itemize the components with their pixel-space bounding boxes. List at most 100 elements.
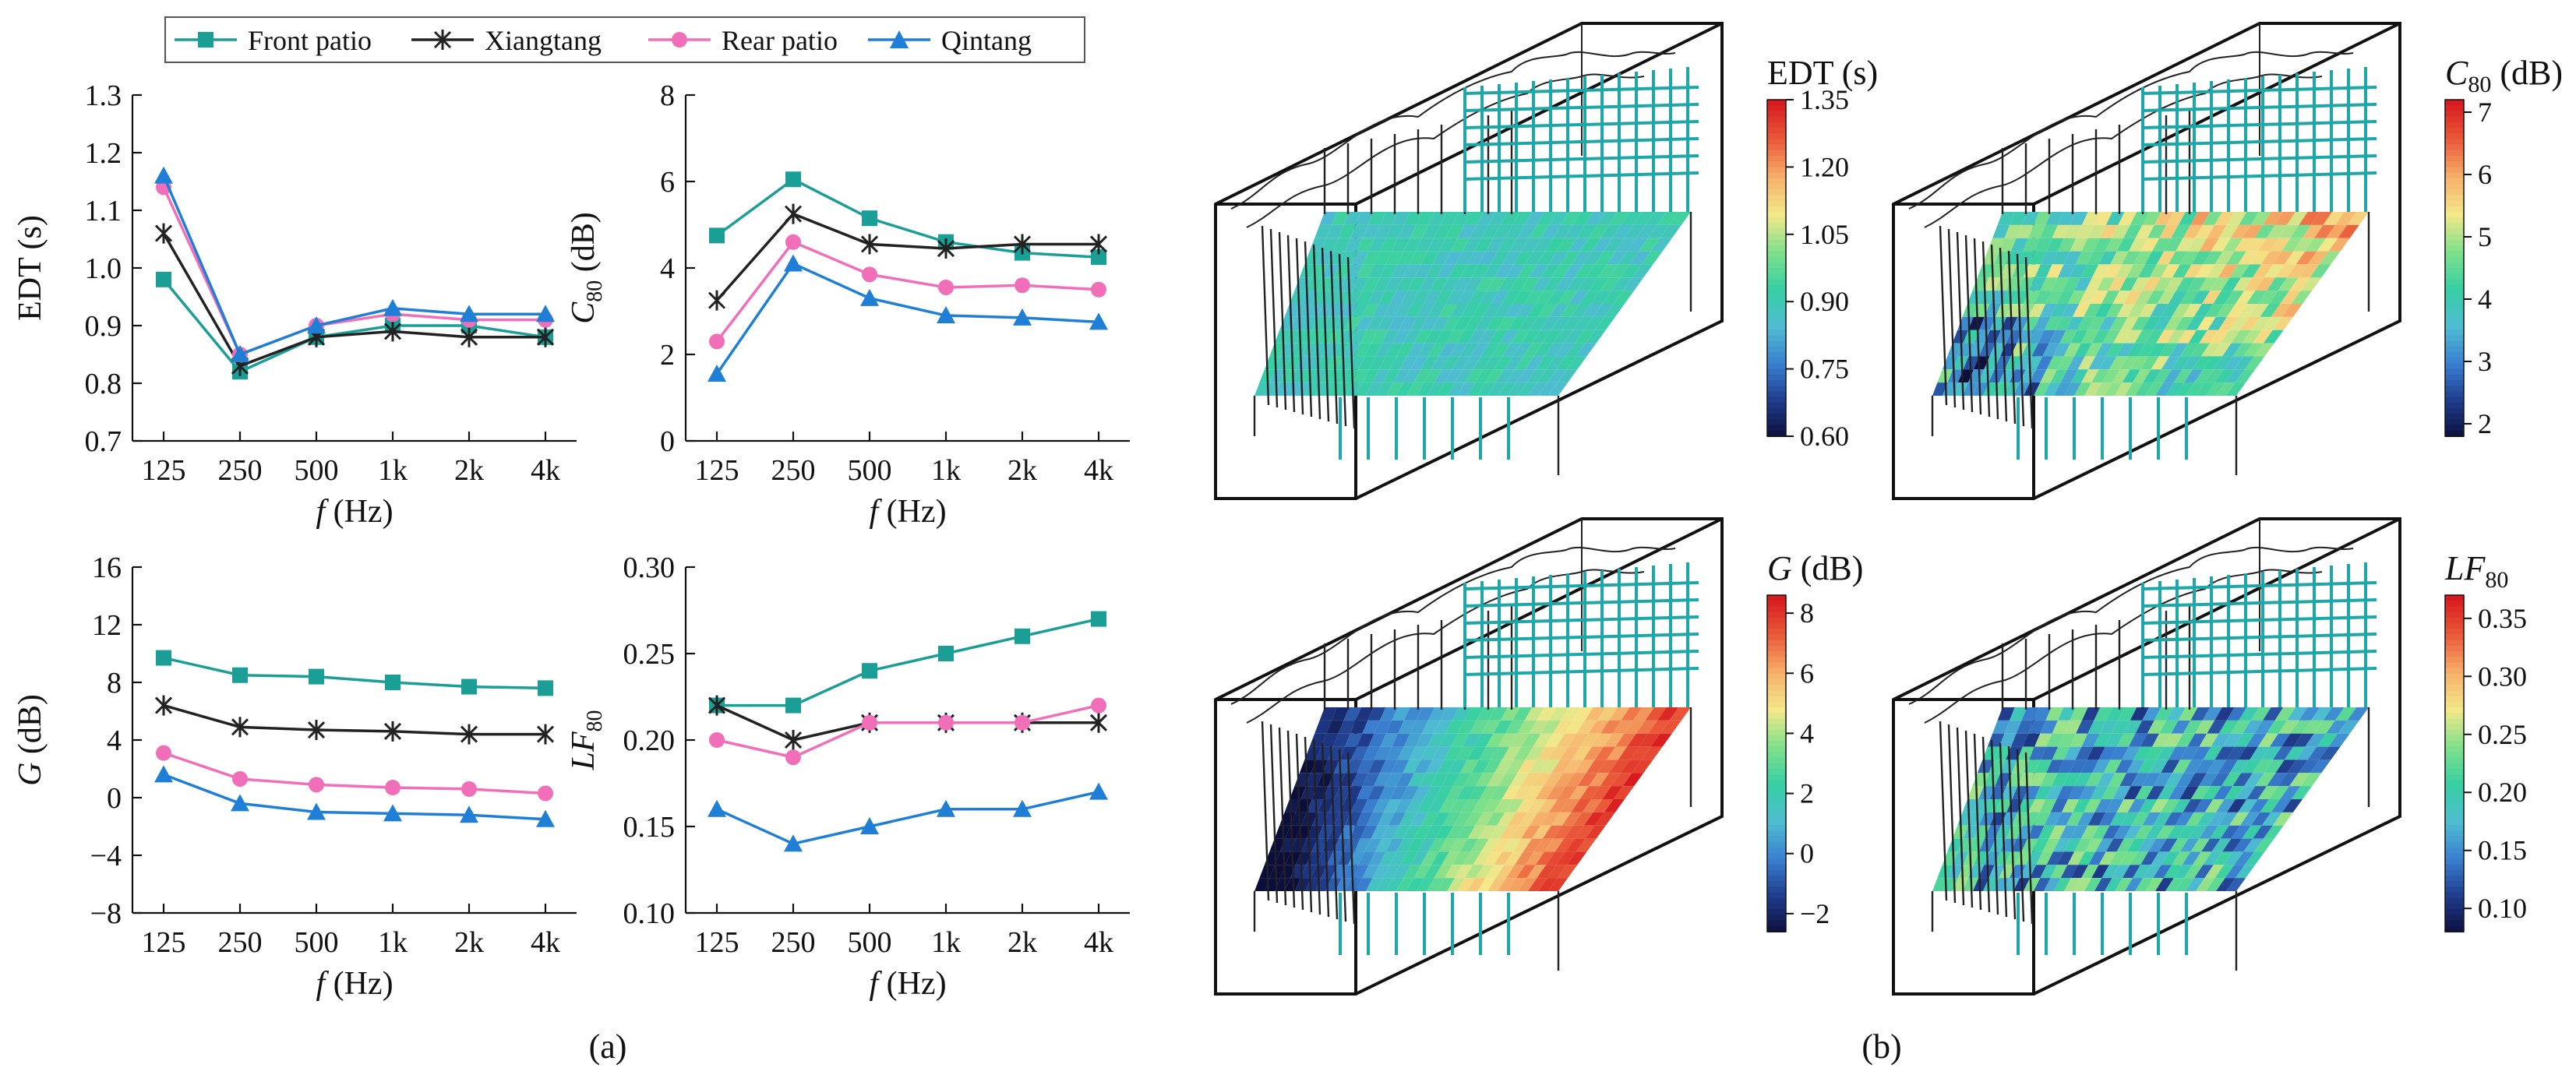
roof-outline (1230, 51, 1676, 228)
series-rear-patio (709, 697, 1106, 766)
colorbar-tick-label: 4 (2478, 284, 2492, 315)
colorbar-tick-label: 2 (1800, 778, 1814, 809)
y-tick-label: 0.9 (85, 310, 122, 343)
y-tick-label: 12 (92, 609, 122, 642)
legend-label-xiangtang: Xiangtang (485, 25, 602, 56)
y-axis-label: G (dB) (12, 694, 48, 786)
structure-wireframe (1253, 67, 1699, 475)
line-chart-1: 0.7 0.8 0.9 1.0 1.1 1.2 1.3 125 250 500 1k 2k 4k f (H… (12, 79, 577, 530)
legend-label-front-patio: Front patio (248, 25, 372, 56)
y-tick-label: 1.3 (85, 79, 122, 112)
data-point (860, 817, 879, 834)
data-point (785, 234, 801, 250)
series-line-qintang (162, 174, 545, 357)
series-line-qintang (715, 262, 1099, 375)
colorbar-tick-label: 0.30 (2478, 661, 2527, 692)
data-point (538, 680, 553, 696)
data-point (231, 717, 249, 738)
x-tick-label: 2k (454, 926, 484, 959)
data-point (154, 695, 173, 716)
x-tick-label: 2k (454, 454, 484, 487)
colorbar: 1.35 1.20 1.05 0.90 0.75 0.60 EDT (s) (1766, 54, 1878, 452)
y-tick-label: 4 (660, 252, 675, 285)
y-tick-label: 0.30 (623, 552, 676, 584)
series-qintang (708, 782, 1108, 852)
data-point (862, 266, 877, 283)
data-point (154, 166, 173, 184)
series-front-patio (709, 611, 1106, 714)
y-tick-label: 4 (107, 724, 122, 757)
data-point (1015, 277, 1030, 294)
data-point (307, 802, 326, 820)
data-point (307, 316, 326, 333)
data-point (385, 675, 401, 690)
data-point (708, 695, 726, 716)
data-point (156, 650, 171, 666)
model-view-1: 1.35 1.20 1.05 0.90 0.75 0.60 EDT (s) (1214, 22, 1878, 500)
data-point (383, 721, 402, 742)
data-point (460, 724, 478, 745)
colorbar-tick-label: 1.35 (1800, 84, 1849, 115)
roof-outline (1908, 51, 2354, 228)
data-point (1013, 234, 1032, 255)
data-point (938, 646, 954, 661)
colorbar-tick-label: 0.20 (2478, 777, 2527, 808)
colorbar-title: C80 (dB) (2445, 54, 2563, 97)
colorbar-tick-label: 0.75 (1800, 354, 1849, 385)
data-point (862, 210, 877, 227)
x-tick-label: 1k (378, 454, 408, 487)
x-tick-label: 1k (931, 926, 961, 959)
legend-item-front-patio: Front patio (175, 25, 372, 56)
series-rear-patio (156, 745, 553, 802)
colorbar-tick-label: 2 (2478, 408, 2492, 439)
colorbar-tick-label: 0.15 (2478, 835, 2527, 866)
y-tick-label: 0 (660, 425, 675, 458)
colorbar-title: EDT (s) (1767, 54, 1878, 92)
data-point (156, 271, 171, 287)
y-tick-label: 0.15 (623, 811, 676, 844)
series-line-rear-patio (715, 240, 1099, 343)
colorbar-title: G (dB) (1767, 549, 1863, 587)
data-point (156, 745, 171, 761)
series-line-xiangtang (162, 232, 545, 368)
y-tick-label: 1.1 (85, 195, 122, 227)
data-point (536, 326, 555, 347)
data-point (860, 288, 879, 306)
series-line-qintang (163, 773, 546, 821)
y-tick-label: 8 (107, 667, 122, 700)
colorbar-tick-label: −2 (1800, 898, 1830, 929)
x-tick-label: 250 (771, 926, 816, 959)
data-point (784, 203, 803, 224)
y-axis-label: LF80 (566, 710, 607, 770)
series-line-xiangtang (715, 212, 1099, 301)
series-line-front-patio (163, 656, 546, 690)
x-tick-label: 1k (931, 454, 961, 487)
roof-outline (1230, 546, 1676, 724)
data-point (708, 290, 726, 311)
legend-item-qintang: Qintang (868, 25, 1032, 56)
x-tick-label: 1k (378, 926, 408, 959)
model-view-3: 8 6 4 2 0 −2 G (dB) (1214, 517, 1863, 996)
data-point (785, 697, 801, 714)
colorbar-tick-label: 1.05 (1800, 219, 1849, 250)
data-point (709, 732, 725, 748)
data-point (232, 667, 248, 683)
y-tick-label: 0.8 (85, 368, 122, 400)
data-point (785, 171, 801, 188)
colorbar-tick-label: 3 (2478, 346, 2492, 377)
data-point (1013, 308, 1032, 326)
data-point (460, 805, 478, 823)
structure-wireframe (1931, 562, 2377, 971)
colorbar-title: LF80 (2444, 549, 2508, 593)
data-point (709, 227, 725, 244)
data-point (461, 781, 477, 797)
colorbar: 8 6 4 2 0 −2 G (dB) (1766, 549, 1863, 932)
data-point (784, 254, 803, 272)
series-line-rear-patio (163, 751, 546, 795)
series-qintang (154, 765, 555, 827)
model-view-4: 0.35 0.30 0.25 0.20 0.15 0.10 LF80 (1892, 517, 2527, 996)
x-tick-label: 250 (218, 926, 263, 959)
line-chart-2: 0 2 4 6 8 125 250 500 1k 2k 4k f (Hz) C80 (dB) (566, 79, 1130, 530)
data-point (862, 663, 877, 679)
data-point (937, 799, 955, 817)
